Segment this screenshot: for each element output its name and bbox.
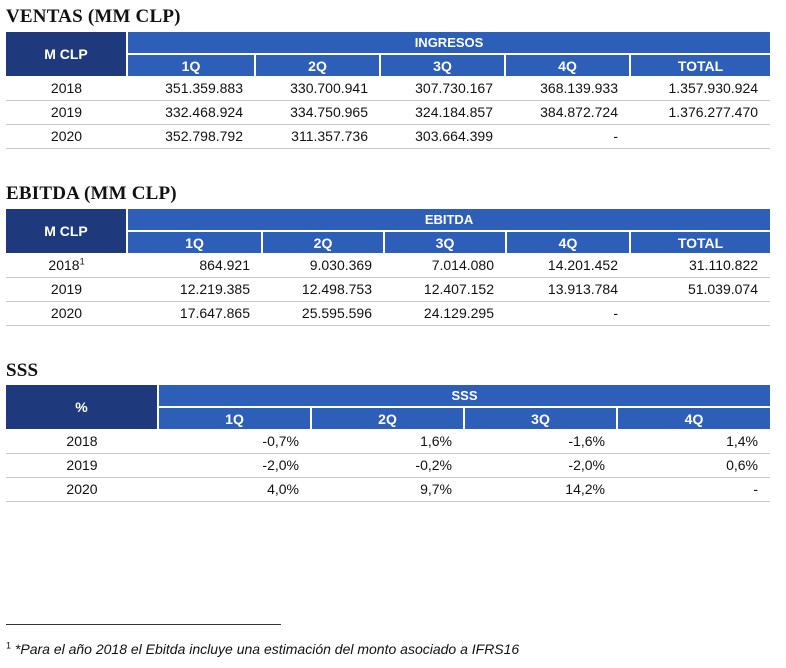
row-year: 2020: [6, 301, 127, 326]
cell-value: 330.700.941: [255, 76, 380, 101]
table-row: 20181 864.921 9.030.369 7.014.080 14.201…: [6, 253, 771, 278]
ebitda-title: EBITDA (MM CLP): [6, 183, 177, 204]
footnote-divider: [6, 624, 281, 625]
cell-value: 31.110.822: [630, 253, 771, 278]
row-year: 2018: [6, 76, 127, 101]
ebitda-table: M CLP EBITDA 1Q 2Q 3Q 4Q TOTAL 20181 864…: [6, 209, 771, 326]
table-row: 2018 -0,7% 1,6% -1,6% 1,4%: [6, 429, 771, 454]
ventas-col-2q: 2Q: [255, 54, 381, 76]
cell-value: 14,2%: [464, 477, 617, 502]
ebitda-col-3q: 3Q: [384, 231, 507, 253]
cell-value: 307.730.167: [380, 76, 505, 101]
cell-value: 352.798.792: [127, 124, 255, 149]
footnote-reference: 1: [79, 256, 85, 267]
ebitda-col-2q: 2Q: [262, 231, 385, 253]
cell-value: 368.139.933: [505, 76, 630, 101]
cell-value: 1.357.930.924: [630, 76, 771, 101]
table-row: 2020 4,0% 9,7% 14,2% -: [6, 477, 771, 502]
cell-value: -: [506, 301, 630, 326]
ebitda-col-4q: 4Q: [506, 231, 631, 253]
ventas-col-1q: 1Q: [127, 54, 256, 76]
cell-value: 351.359.883: [127, 76, 255, 101]
cell-value: [630, 124, 771, 149]
sss-col-3q: 3Q: [464, 407, 618, 429]
ventas-corner-label: M CLP: [6, 32, 128, 76]
ebitda-col-1q: 1Q: [127, 231, 263, 253]
ebitda-group-header: EBITDA: [127, 209, 771, 232]
cell-value: 24.129.295: [384, 301, 506, 326]
cell-value: -0,2%: [311, 453, 464, 478]
cell-value: 9.030.369: [262, 253, 384, 278]
cell-value: -1,6%: [464, 429, 617, 454]
table-row: 2018 351.359.883 330.700.941 307.730.167…: [6, 76, 771, 101]
cell-value: [630, 301, 771, 326]
sss-col-1q: 1Q: [158, 407, 312, 429]
sss-table: % SSS 1Q 2Q 3Q 4Q 2018 -0,7% 1,6% -1,6% …: [6, 385, 771, 502]
row-year: 2018: [6, 429, 158, 454]
ebitda-corner-label: M CLP: [6, 209, 128, 253]
cell-value: 303.664.399: [380, 124, 505, 149]
sss-group-header: SSS: [158, 385, 771, 408]
row-year: 2020: [6, 124, 127, 149]
row-year: 2020: [6, 477, 158, 502]
cell-value: 1.376.277.470: [630, 100, 771, 125]
cell-value: 51.039.074: [630, 277, 771, 302]
sss-corner-label: %: [6, 385, 159, 429]
cell-value: 384.872.724: [505, 100, 630, 125]
table-row: 2019 -2,0% -0,2% -2,0% 0,6%: [6, 453, 771, 478]
footnote-mark: 1: [6, 640, 12, 651]
cell-value: -2,0%: [464, 453, 617, 478]
cell-value: 14.201.452: [506, 253, 630, 278]
cell-value: 17.647.865: [127, 301, 262, 326]
row-year: 2019: [6, 100, 127, 125]
row-year: 20181: [6, 253, 127, 278]
cell-value: 864.921: [127, 253, 262, 278]
ventas-table: M CLP INGRESOS 1Q 2Q 3Q 4Q TOTAL 2018 35…: [6, 32, 771, 149]
cell-value: 7.014.080: [384, 253, 506, 278]
cell-value: 13.913.784: [506, 277, 630, 302]
ventas-col-4q: 4Q: [505, 54, 631, 76]
cell-value: 25.595.596: [262, 301, 384, 326]
cell-value: 4,0%: [158, 477, 311, 502]
ventas-group-header: INGRESOS: [127, 32, 771, 55]
sss-col-2q: 2Q: [311, 407, 465, 429]
cell-value: 332.468.924: [127, 100, 255, 125]
cell-value: -2,0%: [158, 453, 311, 478]
ventas-title: VENTAS (MM CLP): [6, 6, 181, 27]
cell-value: 12.219.385: [127, 277, 262, 302]
ventas-col-3q: 3Q: [380, 54, 506, 76]
cell-value: -0,7%: [158, 429, 311, 454]
cell-value: 334.750.965: [255, 100, 380, 125]
cell-value: -: [617, 477, 771, 502]
ventas-col-total: TOTAL: [630, 54, 771, 76]
cell-value: 311.357.736: [255, 124, 380, 149]
cell-value: 1,6%: [311, 429, 464, 454]
sss-col-4q: 4Q: [617, 407, 771, 429]
ebitda-col-total: TOTAL: [630, 231, 771, 253]
cell-value: 12.498.753: [262, 277, 384, 302]
table-row: 2019 332.468.924 334.750.965 324.184.857…: [6, 100, 771, 125]
footnote-text: *Para el año 2018 el Ebitda incluye una …: [14, 641, 520, 657]
cell-value: 324.184.857: [380, 100, 505, 125]
cell-value: -: [505, 124, 630, 149]
table-row: 2020 17.647.865 25.595.596 24.129.295 -: [6, 301, 771, 326]
row-year: 2019: [6, 453, 158, 478]
cell-value: 1,4%: [617, 429, 771, 454]
footnote: 1 *Para el año 2018 el Ebitda incluye un…: [6, 641, 519, 657]
sss-title: SSS: [6, 360, 39, 381]
cell-value: 9,7%: [311, 477, 464, 502]
table-row: 2020 352.798.792 311.357.736 303.664.399…: [6, 124, 771, 149]
table-row: 2019 12.219.385 12.498.753 12.407.152 13…: [6, 277, 771, 302]
cell-value: 0,6%: [617, 453, 771, 478]
row-year-text: 2018: [48, 256, 80, 273]
row-year: 2019: [6, 277, 127, 302]
cell-value: 12.407.152: [384, 277, 506, 302]
